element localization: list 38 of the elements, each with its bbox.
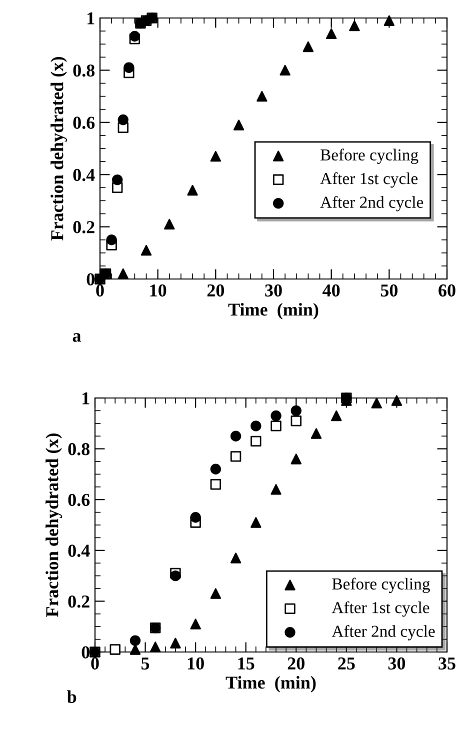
x-tick-label: 5	[141, 658, 150, 670]
x-tick-label: 60	[438, 284, 456, 297]
x-axis-title: Time (min)	[226, 676, 316, 692]
y-tick-label: 0.4	[73, 168, 95, 182]
x-tick-label: 40	[322, 284, 340, 297]
y-tick-label: 1	[82, 392, 90, 404]
legend-label: After 2nd cycle	[332, 625, 435, 640]
y-axis-title: Fraction dehydrated (x)	[46, 434, 62, 617]
x-tick-label: 10	[188, 657, 204, 670]
y-tick-label: 0.8	[68, 443, 90, 456]
text: b	[67, 690, 76, 703]
y-tick-label: 1	[88, 12, 94, 24]
legend-label: Before cycling	[332, 578, 430, 594]
legend-label: After 1st cycle	[332, 601, 430, 617]
y-tick-label: 0.4	[68, 544, 90, 557]
x-tick-label: 35	[438, 657, 456, 670]
y-tick-label: 0.2	[73, 221, 94, 234]
x-tick-label: 30	[265, 284, 282, 297]
x-tick-label: 0	[96, 284, 104, 297]
y-tick-label: 0	[82, 646, 90, 658]
y-axis-title: Fraction dehydrated (x)	[50, 57, 68, 240]
legend-label: After 1st cycle	[320, 172, 418, 188]
x-tick-label: 50	[380, 284, 398, 297]
x-tick-label: 15	[238, 657, 254, 670]
y-tick-label: 0.2	[68, 595, 90, 608]
x-tick-label: 20	[288, 657, 304, 670]
x-tick-label: 25	[338, 657, 355, 670]
y-tick-label: 0.6	[68, 494, 90, 506]
legend-label: After 2nd cycle	[320, 196, 424, 212]
x-axis-title: Time (min)	[228, 303, 318, 320]
y-tick-label: 0.6	[73, 116, 95, 129]
y-tick-label: 0	[86, 273, 94, 286]
y-tick-label: 0.8	[73, 64, 95, 77]
x-tick-label: 10	[150, 284, 166, 297]
legend-label: Before cycling	[320, 148, 418, 164]
text: a	[72, 333, 81, 342]
x-tick-label: 20	[207, 284, 224, 297]
x-tick-label: 30	[388, 657, 406, 670]
